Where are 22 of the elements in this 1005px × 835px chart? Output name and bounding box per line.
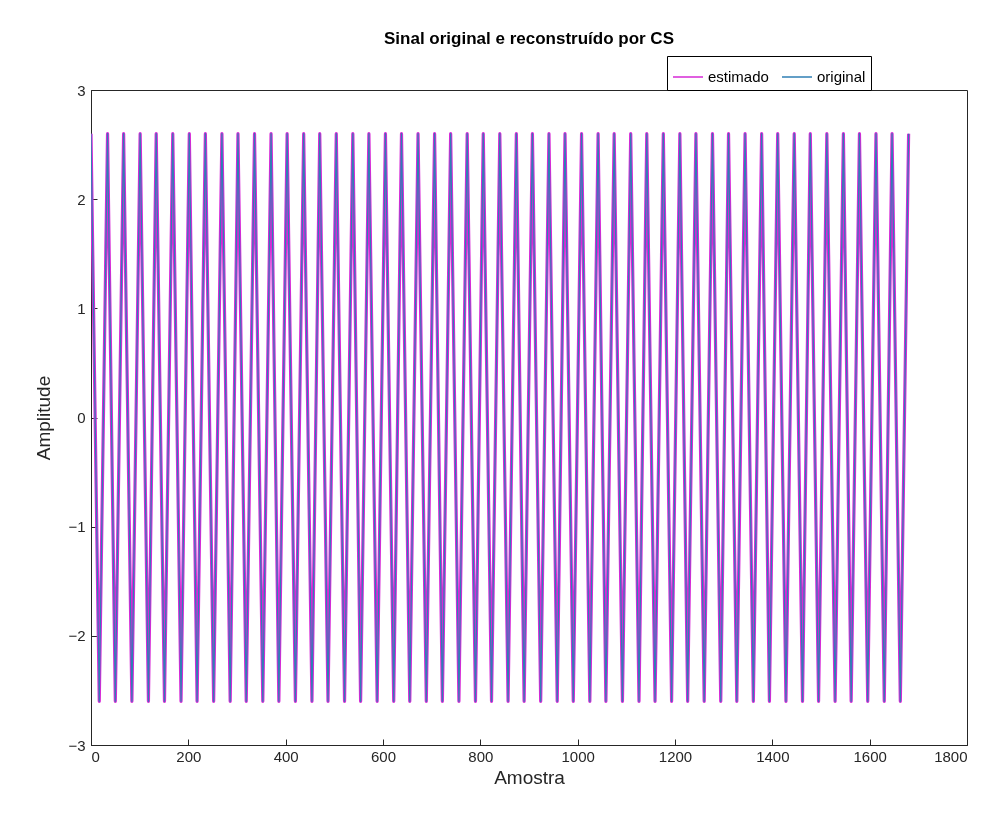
y-axis-title: Amplitude bbox=[33, 375, 55, 461]
legend-label: original bbox=[817, 68, 866, 85]
y-tick-label: 1 bbox=[77, 299, 86, 317]
y-tick-label: 2 bbox=[77, 190, 86, 208]
x-tick-label: 400 bbox=[273, 747, 299, 765]
x-tick-label: 1000 bbox=[561, 747, 595, 765]
y-tick-label: 0 bbox=[77, 409, 86, 426]
x-tick-label: 600 bbox=[370, 747, 397, 765]
y-tick-label: 3 bbox=[77, 81, 86, 99]
y-tick-label: −2 bbox=[68, 627, 86, 645]
y-tick-label: −3 bbox=[68, 736, 86, 754]
x-tick-label: 0 bbox=[91, 747, 100, 765]
x-tick-label: 200 bbox=[176, 747, 202, 765]
x-tick-label: 1600 bbox=[853, 747, 887, 765]
x-tick-label: 1800 bbox=[934, 747, 968, 765]
x-tick-label: 1200 bbox=[658, 747, 693, 765]
legend-label: estimado bbox=[708, 68, 769, 85]
x-tick-label: 1400 bbox=[756, 747, 790, 765]
chart-title: Sinal original e reconstruído por CS bbox=[384, 28, 674, 48]
x-axis-title: Amostra bbox=[494, 766, 566, 788]
x-tick-label: 800 bbox=[468, 747, 494, 765]
y-tick-label: −1 bbox=[68, 518, 86, 536]
